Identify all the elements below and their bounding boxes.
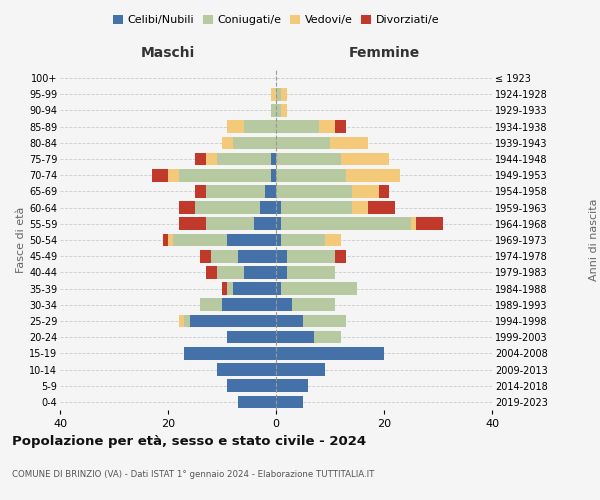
Bar	[179, 218, 206, 230]
Bar	[206, 152, 217, 166]
Text: COMUNE DI BRINZIO (VA) - Dati ISTAT 1° gennaio 2024 - Elaborazione TUTTITALIA.IT: COMUNE DI BRINZIO (VA) - Dati ISTAT 1° g…	[12, 470, 374, 479]
Bar	[163, 234, 168, 246]
Bar	[222, 282, 227, 295]
Bar	[276, 380, 308, 392]
Bar	[168, 169, 179, 181]
Bar	[222, 136, 233, 149]
Bar	[368, 202, 395, 214]
Bar	[184, 314, 190, 328]
Bar	[254, 218, 276, 230]
Y-axis label: Fasce di età: Fasce di età	[16, 207, 26, 273]
Bar	[238, 250, 276, 262]
Bar	[281, 218, 411, 230]
Legend: Celibi/Nubili, Coniugati/e, Vedovi/e, Divorziati/e: Celibi/Nubili, Coniugati/e, Vedovi/e, Di…	[108, 10, 444, 30]
Bar	[276, 314, 303, 328]
Bar	[173, 234, 227, 246]
Bar	[276, 331, 314, 344]
Bar	[179, 314, 184, 328]
Bar	[341, 152, 389, 166]
Bar	[352, 185, 379, 198]
Bar	[303, 314, 346, 328]
Bar	[195, 185, 206, 198]
Bar	[190, 314, 276, 328]
Text: Femmine: Femmine	[349, 46, 419, 60]
Bar	[314, 331, 341, 344]
Bar	[200, 298, 222, 311]
Bar	[206, 218, 254, 230]
Bar	[217, 363, 276, 376]
Bar	[195, 202, 260, 214]
Bar	[276, 169, 346, 181]
Bar	[281, 88, 287, 101]
Bar	[211, 250, 238, 262]
Bar	[276, 202, 281, 214]
Bar	[281, 104, 287, 117]
Bar	[168, 234, 173, 246]
Bar	[276, 396, 303, 408]
Bar	[287, 266, 335, 278]
Bar	[319, 120, 335, 133]
Bar	[281, 202, 352, 214]
Bar	[276, 298, 292, 311]
Text: Maschi: Maschi	[141, 46, 195, 60]
Bar	[179, 202, 195, 214]
Bar	[335, 250, 346, 262]
Bar	[233, 136, 276, 149]
Bar	[227, 234, 276, 246]
Bar	[276, 185, 352, 198]
Bar	[281, 282, 357, 295]
Bar	[227, 331, 276, 344]
Bar	[287, 250, 335, 262]
Bar	[276, 282, 281, 295]
Bar	[276, 218, 281, 230]
Bar	[227, 120, 244, 133]
Bar	[184, 347, 276, 360]
Bar	[271, 169, 276, 181]
Bar	[206, 266, 217, 278]
Bar	[276, 120, 319, 133]
Bar	[227, 282, 233, 295]
Bar	[276, 347, 384, 360]
Bar	[281, 234, 325, 246]
Bar	[276, 88, 281, 101]
Bar	[276, 266, 287, 278]
Bar	[265, 185, 276, 198]
Bar	[179, 169, 271, 181]
Bar	[352, 202, 368, 214]
Bar	[330, 136, 368, 149]
Bar	[276, 152, 341, 166]
Bar	[276, 104, 281, 117]
Bar	[276, 234, 281, 246]
Bar	[276, 363, 325, 376]
Bar	[276, 136, 330, 149]
Bar	[346, 169, 400, 181]
Bar	[222, 298, 276, 311]
Bar	[335, 120, 346, 133]
Bar	[244, 266, 276, 278]
Bar	[200, 250, 211, 262]
Bar	[233, 282, 276, 295]
Bar	[271, 152, 276, 166]
Bar	[238, 396, 276, 408]
Bar	[379, 185, 389, 198]
Bar	[227, 380, 276, 392]
Bar	[411, 218, 416, 230]
Text: Popolazione per età, sesso e stato civile - 2024: Popolazione per età, sesso e stato civil…	[12, 435, 366, 448]
Bar	[271, 88, 276, 101]
Bar	[276, 250, 287, 262]
Bar	[292, 298, 335, 311]
Bar	[152, 169, 168, 181]
Bar	[217, 266, 244, 278]
Bar	[195, 152, 206, 166]
Bar	[260, 202, 276, 214]
Y-axis label: Anni di nascita: Anni di nascita	[589, 198, 599, 281]
Bar	[244, 120, 276, 133]
Bar	[416, 218, 443, 230]
Bar	[325, 234, 341, 246]
Bar	[217, 152, 271, 166]
Bar	[271, 104, 276, 117]
Bar	[206, 185, 265, 198]
